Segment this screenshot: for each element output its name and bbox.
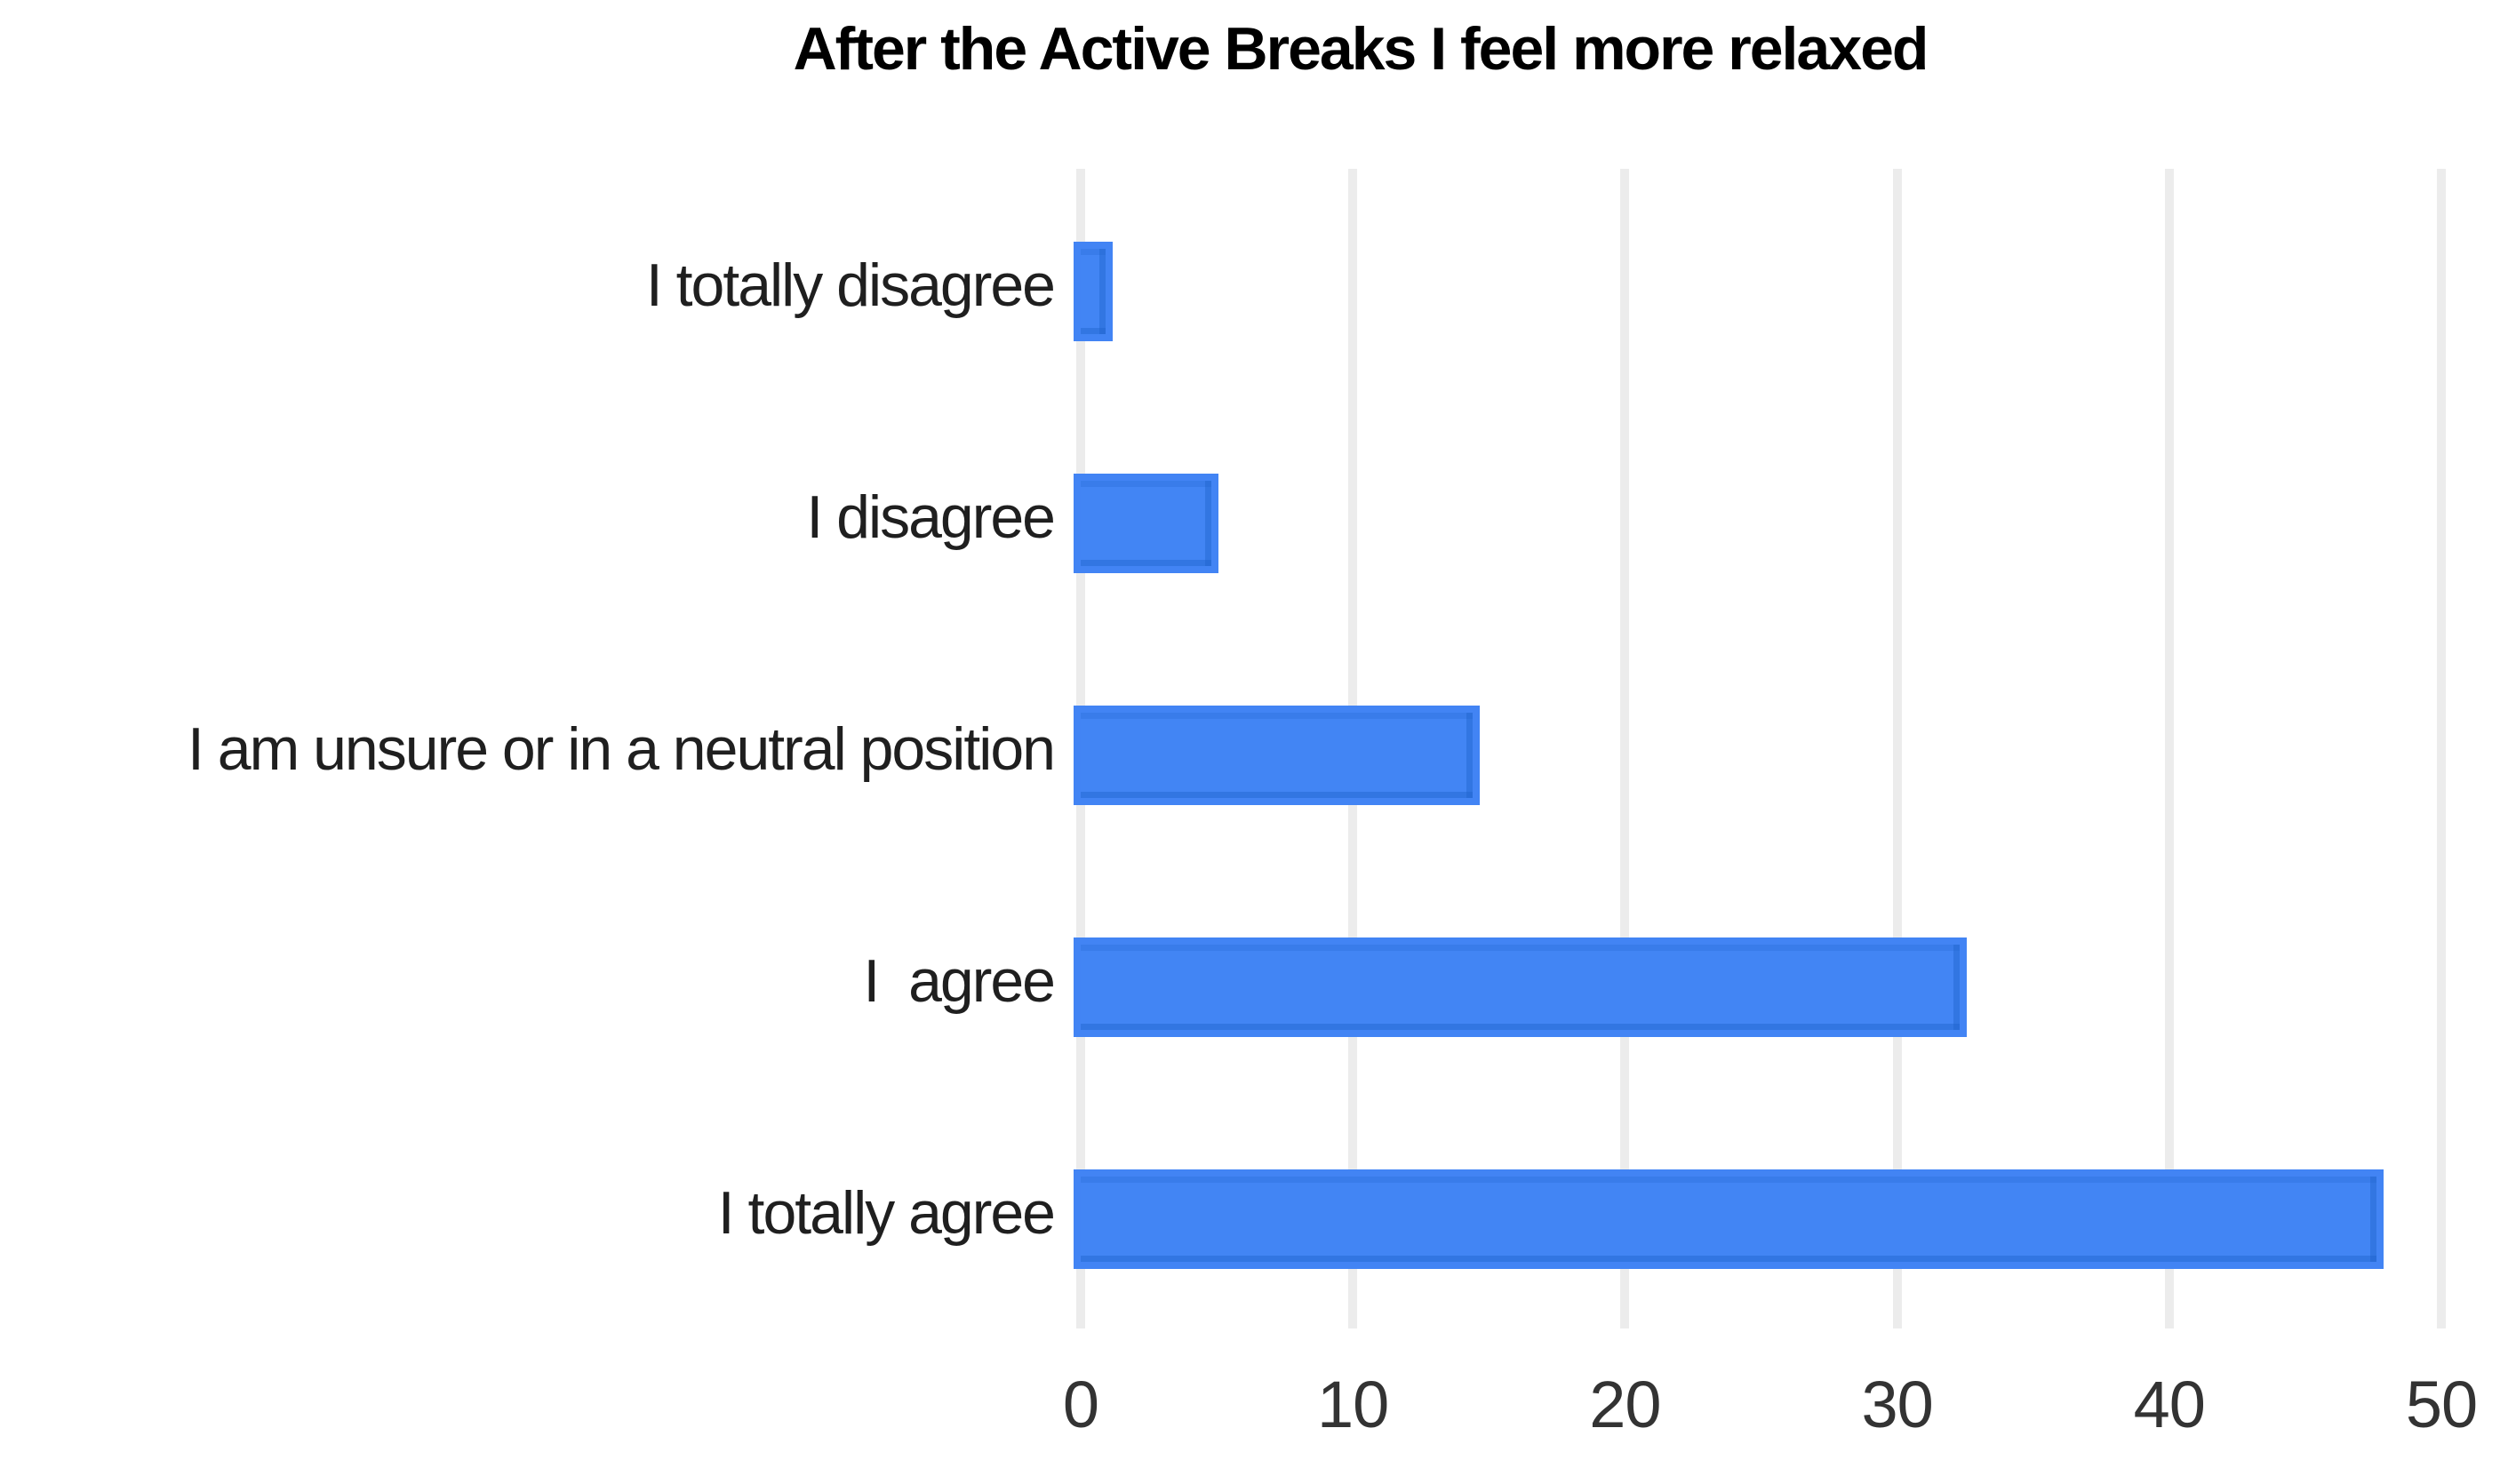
bar xyxy=(1074,242,1113,341)
x-tick-label: 0 xyxy=(1062,1368,1099,1441)
category-label: I totally agree xyxy=(717,1178,1056,1247)
chart-title: After the Active Breaks I feel more rela… xyxy=(793,15,1929,83)
bar xyxy=(1074,474,1218,573)
x-tick-label: 20 xyxy=(1589,1368,1661,1441)
x-gridline xyxy=(1892,169,1902,1328)
category-label: I totally disagree xyxy=(645,251,1056,319)
x-tick-label: 10 xyxy=(1317,1368,1389,1441)
category-axis: I totally disagree I disagree I am unsure … xyxy=(0,169,1056,1328)
category-row: I disagree xyxy=(0,401,1056,633)
x-gridline xyxy=(2164,169,2174,1328)
category-label: I agree xyxy=(863,946,1056,1015)
x-gridline xyxy=(2437,169,2446,1328)
category-row: I am unsure or in a neutral position xyxy=(0,633,1056,865)
bar xyxy=(1074,937,1967,1037)
category-label: I disagree xyxy=(806,483,1056,551)
x-gridline xyxy=(1620,169,1630,1328)
category-row: I agree xyxy=(0,865,1056,1097)
category-row: I totally agree xyxy=(0,1097,1056,1328)
plot-area xyxy=(1074,169,2446,1328)
x-axis-ticks: 0 10 20 30 40 50 xyxy=(1063,1367,2478,1456)
x-tick-label: 50 xyxy=(2405,1368,2478,1441)
category-row: I totally disagree xyxy=(0,169,1056,401)
bar xyxy=(1074,1169,2384,1269)
x-tick-label: 30 xyxy=(1861,1368,1933,1441)
x-tick-label: 40 xyxy=(2133,1368,2206,1441)
bar xyxy=(1074,706,1480,805)
category-label: I am unsure or in a neutral position xyxy=(187,714,1056,783)
